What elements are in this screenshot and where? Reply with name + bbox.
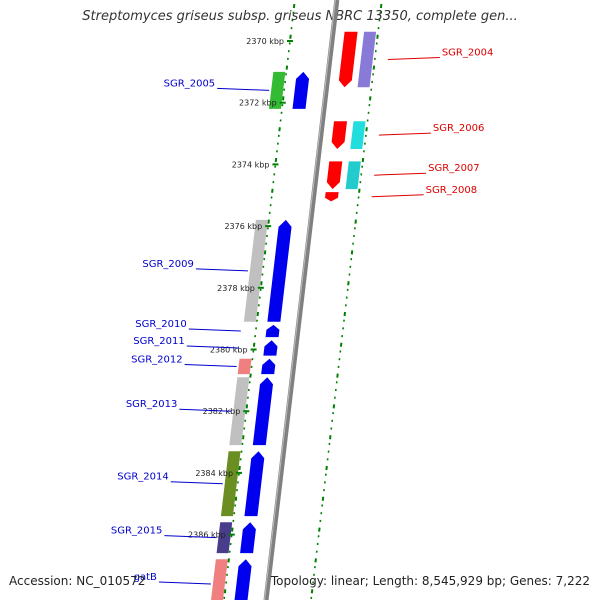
gene-label-leader [184, 363, 237, 367]
gene-gatb-cog-bar [211, 559, 228, 600]
gene-label-leader [378, 132, 431, 136]
gene-sgr-2004-arrow [338, 31, 358, 88]
gene-tracks [211, 31, 377, 600]
gene-label-leader [186, 345, 239, 349]
gene-sgr-2007-cog-bar [345, 161, 361, 190]
accession-text: Accession: NC_010572 [9, 574, 146, 588]
gene-label-leader [387, 57, 440, 61]
gene-sgr-2006-arrow [331, 121, 348, 149]
gene-label-sgr-2015[interactable]: SGR_2015 [111, 526, 163, 537]
gene-label-leader [217, 87, 270, 91]
map-title: Streptomyces griseus subsp. griseus NBRC… [82, 9, 518, 24]
gene-sgr-2012-cog-bar [237, 358, 252, 375]
gene-labels: SGR_2004 SGR_2005 SGR_2006 SGR_2007 SGR_2008… [111, 48, 494, 585]
ruler-dots-right [310, 3, 383, 599]
backbone-line [263, 0, 340, 600]
gene-label-sgr-2009[interactable]: SGR_2009 [142, 259, 194, 270]
gene-sgr-2004-cog-bar [357, 31, 377, 88]
gene-label-sgr-2006[interactable]: SGR_2006 [433, 123, 485, 134]
gene-sgr-2009-arrow [267, 219, 292, 322]
gene-label-leader [374, 172, 427, 176]
gene-sgr-2008-arrow [325, 192, 339, 202]
ruler-tick-label: 2386 kbp [188, 531, 226, 540]
ruler-tick-label: 2380 kbp [210, 346, 248, 355]
gene-label-leader [195, 268, 248, 272]
gene-label-leader [188, 328, 241, 332]
ruler-tick-label: 2374 kbp [232, 160, 270, 169]
gene-sgr-2012-arrow [261, 358, 276, 375]
ruler-tick-label: 2376 kbp [224, 222, 262, 231]
gene-sgr-2009-cog-bar [243, 219, 268, 322]
ruler-dots-left [223, 3, 296, 599]
gene-label-sgr-2013[interactable]: SGR_2013 [126, 399, 178, 410]
gene-label-leader [371, 194, 424, 198]
ruler-tick-label: 2372 kbp [239, 99, 277, 108]
ruler-tick-label: 2378 kbp [217, 284, 255, 293]
gene-gatb-arrow [234, 559, 252, 600]
gene-sgr-2005-cog-bar [268, 71, 286, 109]
gene-label-sgr-2014[interactable]: SGR_2014 [117, 472, 169, 483]
ruler-tick-label: 2370 kbp [246, 37, 284, 46]
gene-label-leader [158, 581, 211, 585]
gene-label-leader [170, 481, 223, 485]
gene-sgr-2011-arrow [263, 340, 278, 356]
gene-label-sgr-2005[interactable]: SGR_2005 [164, 78, 216, 89]
gene-label-leader [179, 408, 232, 412]
gene-sgr-2010-arrow [265, 324, 280, 338]
topology-text: Topology: linear; Length: 8,545,929 bp; … [270, 574, 590, 588]
gene-sgr-2005-arrow [292, 71, 310, 109]
gene-label-sgr-2011[interactable]: SGR_2011 [133, 336, 185, 347]
gene-sgr-2015-arrow [240, 522, 256, 554]
gene-label-sgr-2007[interactable]: SGR_2007 [428, 163, 480, 174]
ruler-tick-label: 2382 kbp [203, 407, 241, 416]
backbone-highlight [264, 0, 336, 600]
gene-sgr-2013-cog-bar [229, 377, 250, 446]
gene-label-sgr-2008[interactable]: SGR_2008 [426, 185, 478, 196]
gene-label-leader [164, 535, 217, 539]
ruler-tick-label: 2384 kbp [195, 469, 233, 478]
gene-sgr-2015-cog-bar [216, 522, 233, 554]
gene-label-sgr-2010[interactable]: SGR_2010 [135, 319, 187, 330]
backbone-track [263, 0, 340, 600]
gene-sgr-2006-cog-bar [350, 121, 366, 149]
gene-sgr-2013-arrow [252, 377, 273, 446]
gene-label-gatb[interactable]: gatB [134, 572, 157, 583]
gene-sgr-2007-arrow [326, 161, 343, 190]
gene-label-sgr-2012[interactable]: SGR_2012 [131, 354, 183, 365]
ruler-ticks: 2370 kbp 2372 kbp 2374 kbp 2376 kbp 2378 kbp… [188, 37, 293, 540]
gene-label-sgr-2004[interactable]: SGR_2004 [442, 48, 494, 59]
gene-sgr-2014-arrow [244, 451, 265, 517]
gene-sgr-2014-cog-bar [220, 451, 241, 517]
